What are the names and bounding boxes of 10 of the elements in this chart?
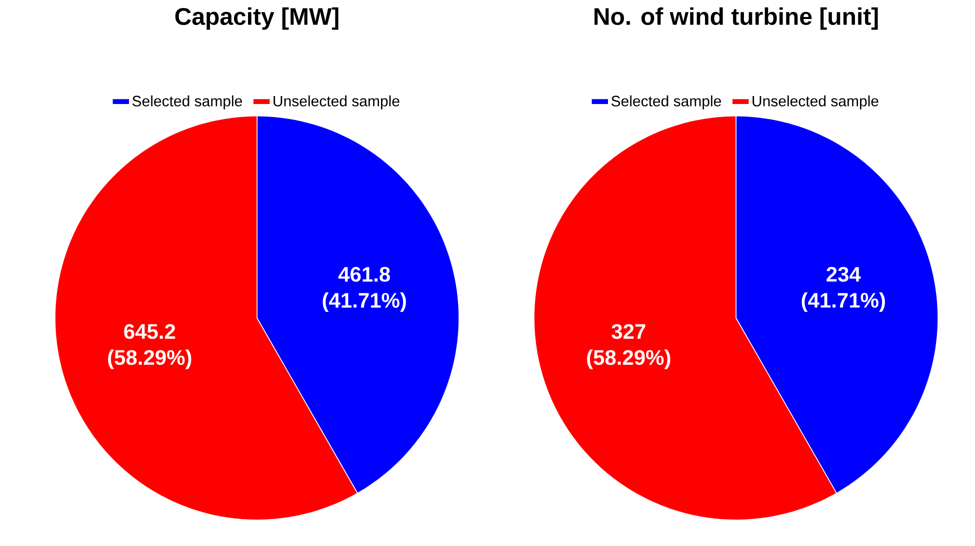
legend-label: Unselected sample bbox=[274, 95, 400, 110]
data-label: 645.2 (58.29%) bbox=[108, 324, 192, 370]
data-label: 327 (58.29%) bbox=[587, 324, 670, 370]
legend-label: Unselected sample bbox=[752, 95, 878, 110]
data-label: 461.8 (41.71%) bbox=[322, 266, 406, 312]
legend-label: Selected sample bbox=[611, 95, 721, 110]
chart-title: No. of wind turbine [unit] bbox=[594, 7, 878, 30]
legend-label: Selected sample bbox=[132, 95, 242, 110]
chart-title: Capacity [MW] bbox=[175, 7, 338, 30]
data-label: 234 (41.71%) bbox=[802, 266, 885, 312]
